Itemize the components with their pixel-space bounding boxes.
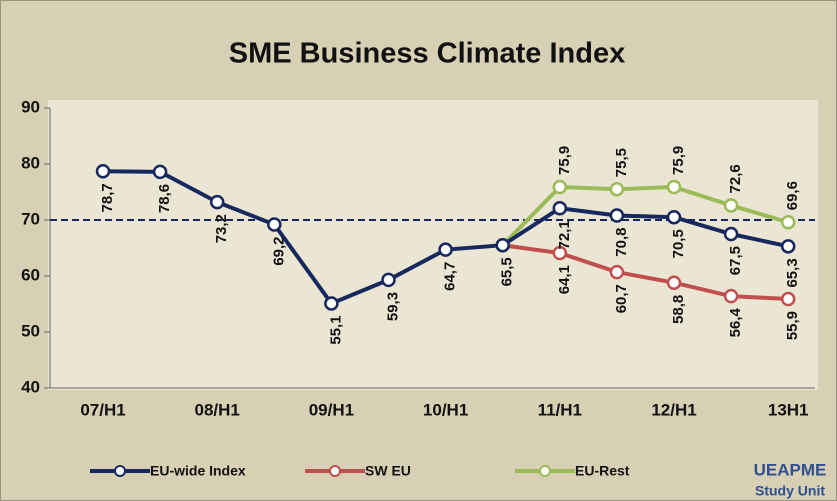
marker [152, 164, 168, 180]
marker [609, 208, 625, 223]
data-label: 75,9 [556, 146, 573, 175]
legend-marker [329, 465, 341, 477]
data-label: 73,2 [213, 214, 230, 243]
data-label: 65,5 [499, 257, 516, 286]
data-label: 78,7 [99, 183, 116, 212]
marker [609, 264, 625, 280]
series-line [501, 184, 789, 247]
y-tick-label: 50 [21, 321, 40, 340]
logo: Study Unit [755, 483, 825, 499]
marker [666, 209, 682, 225]
data-label: 65,3 [784, 258, 801, 287]
data-label: 64,7 [442, 262, 459, 291]
data-label: 56,4 [727, 308, 744, 338]
marker [780, 214, 796, 230]
marker [95, 164, 111, 179]
marker [381, 272, 396, 288]
logo: UEAPME [754, 460, 827, 479]
marker [723, 288, 739, 304]
data-label: 70,5 [670, 229, 687, 258]
data-label: 75,5 [613, 148, 630, 177]
y-tick-label: 80 [21, 153, 40, 172]
x-tick-label: 13H1 [768, 400, 809, 419]
marker [438, 242, 453, 257]
marker [723, 226, 739, 242]
legend-label: SW EU [365, 463, 411, 479]
legend-label: EU-wide Index [150, 463, 246, 479]
data-label: 72,1 [556, 220, 573, 249]
data-label: 72,6 [727, 164, 744, 193]
data-label: 67,5 [727, 246, 744, 275]
data-label: 78,6 [156, 184, 173, 213]
marker [552, 245, 568, 261]
x-tick-label: 07/H1 [80, 400, 125, 419]
data-label: 59,3 [384, 292, 401, 321]
chart-title: SME Business Climate Index [229, 38, 625, 70]
marker [267, 217, 282, 232]
marker [723, 198, 739, 213]
x-tick-label: 10/H1 [423, 400, 468, 419]
series-line [502, 243, 789, 301]
marker [780, 291, 796, 307]
legend-marker [539, 465, 551, 477]
legend-marker [114, 465, 126, 477]
data-label: 75,9 [670, 146, 687, 175]
marker [666, 179, 682, 195]
x-tick-label: 12/H1 [651, 400, 696, 419]
plot-area [48, 100, 818, 390]
y-tick-label: 40 [21, 377, 40, 396]
data-label: 69,6 [784, 181, 801, 210]
x-tick-label: 11/H1 [538, 400, 582, 419]
y-tick-label: 60 [21, 265, 40, 284]
data-label: 70,8 [613, 228, 630, 257]
x-tick-label: 09/H1 [309, 400, 354, 419]
marker [666, 275, 682, 290]
marker [209, 194, 225, 210]
data-label: 69,2 [270, 236, 287, 265]
data-label: 58,8 [670, 295, 687, 324]
marker [780, 239, 796, 254]
marker [552, 200, 568, 216]
data-label: 55,9 [784, 311, 801, 340]
marker [495, 237, 510, 253]
y-tick-label: 70 [21, 209, 40, 228]
legend-label: EU-Rest [575, 463, 630, 479]
marker [609, 181, 625, 197]
data-label: 55,1 [327, 315, 344, 344]
x-tick-label: 08/H1 [195, 400, 240, 419]
marker [552, 179, 568, 195]
marker [324, 296, 339, 311]
data-label: 60,7 [613, 284, 630, 313]
data-label: 64,1 [556, 265, 573, 294]
y-tick-label: 90 [21, 97, 40, 116]
